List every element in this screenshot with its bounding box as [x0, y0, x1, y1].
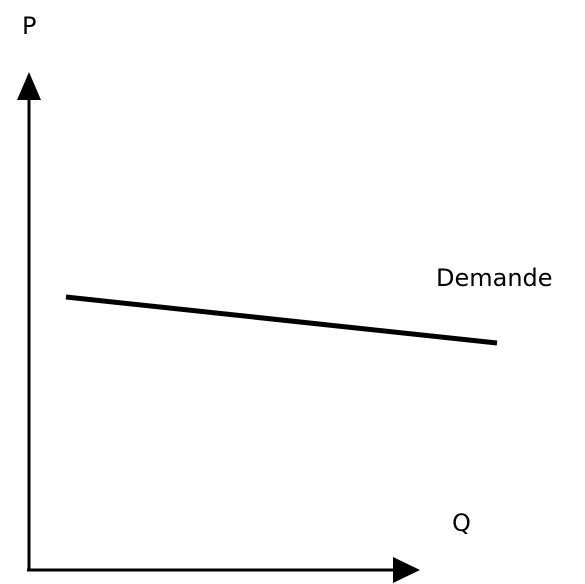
y-axis-arrow	[17, 72, 41, 100]
demand-curve	[65, 294, 498, 346]
y-axis-label: P	[22, 12, 36, 40]
x-axis-label: Q	[452, 509, 471, 537]
x-axis-arrow	[393, 557, 420, 583]
curve-label: Demande	[436, 264, 553, 292]
